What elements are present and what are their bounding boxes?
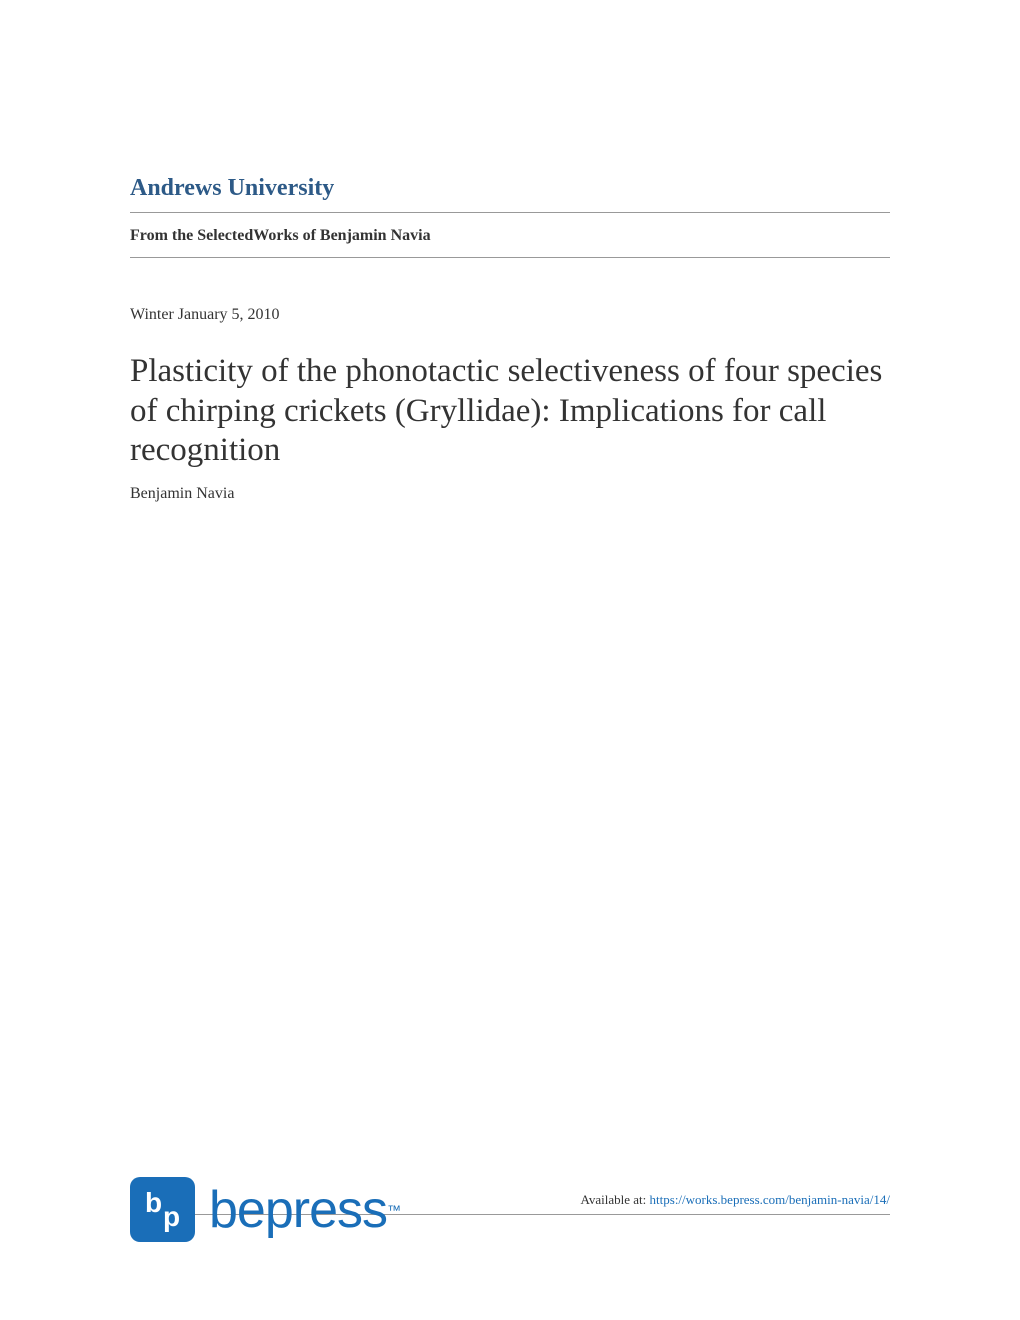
logo-wordmark: bepress: [209, 1180, 387, 1240]
logo-badge-icon: b p: [143, 1186, 183, 1234]
article-title: Plasticity of the phonotactic selectiven…: [130, 352, 890, 471]
availability-label: Available at:: [580, 1192, 649, 1207]
svg-text:p: p: [163, 1201, 180, 1232]
author-name: Benjamin Navia: [130, 485, 890, 503]
divider-top: [130, 212, 890, 213]
availability-link[interactable]: https://works.bepress.com/benjamin-navia…: [650, 1192, 890, 1207]
bepress-logo[interactable]: b p bepress™: [130, 1177, 401, 1242]
divider-bottom: [130, 257, 890, 258]
date-label: Winter January 5, 2010: [130, 306, 890, 324]
logo-badge: b p: [130, 1177, 195, 1242]
collection-label: From the SelectedWorks of Benjamin Navia: [130, 227, 890, 245]
svg-text:b: b: [145, 1187, 162, 1218]
institution-name[interactable]: Andrews University: [130, 175, 890, 202]
page-container: Andrews University From the SelectedWork…: [0, 0, 1020, 503]
logo-trademark: ™: [387, 1202, 401, 1218]
